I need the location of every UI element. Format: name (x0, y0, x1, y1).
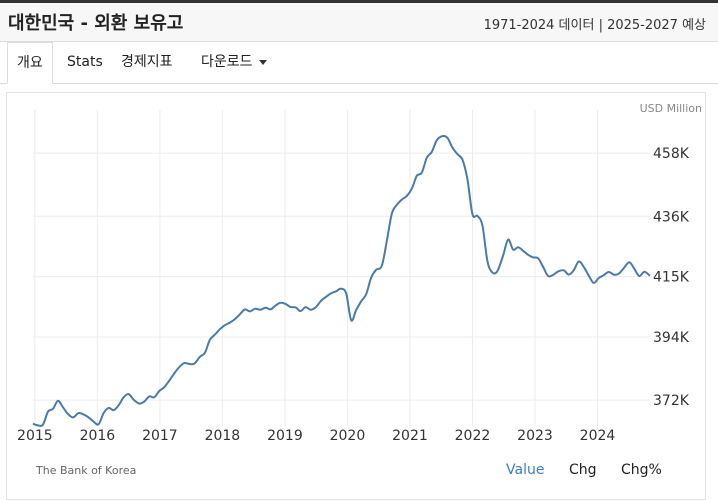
series-layer (32, 134, 651, 427)
chg-toggle[interactable]: Chg (569, 462, 597, 478)
y-tick-label: 394K (653, 330, 690, 346)
x-tick-label: 2016 (80, 428, 116, 444)
data-range-subtitle: 1971-2024 데이터 | 2025-2027 예상 (483, 18, 706, 33)
value-toggle[interactable]: Value (506, 462, 545, 478)
header-bar: 대한민국 - 외환 보유고 1971-2024 데이터 | 2025-2027 … (0, 0, 718, 42)
chart-panel (6, 92, 706, 500)
y-axis: 372K 394K 415K 436K 458K (653, 146, 690, 409)
x-tick-label: 2022 (455, 428, 491, 444)
chg-pct-toggle[interactable]: Chg% (621, 462, 662, 478)
y-tick-label: 372K (653, 393, 690, 409)
x-tick-label: 2023 (517, 428, 553, 444)
tab-download-label: 다운로드 (201, 54, 253, 70)
caret-down-icon (258, 59, 267, 65)
unit-label: USD Million (639, 102, 702, 115)
y-tick-label: 415K (653, 270, 690, 286)
series-line (32, 134, 651, 427)
x-tick-label: 2015 (17, 428, 53, 444)
tab-stats[interactable]: Stats (67, 54, 103, 70)
tab-overview[interactable]: 개요 (7, 42, 53, 84)
y-tick-label: 458K (653, 146, 690, 162)
x-tick-label: 2021 (392, 428, 428, 444)
source-label: The Bank of Korea (36, 464, 137, 477)
x-tick-label: 2024 (580, 428, 616, 444)
x-axis: 2015 2016 2017 2018 2019 2020 2021 2022 2023 2024 (17, 428, 615, 444)
tab-download[interactable]: 다운로드 (201, 42, 267, 83)
page-title: 대한민국 - 외환 보유고 (8, 13, 184, 34)
x-tick-label: 2018 (205, 428, 241, 444)
y-tick-label: 436K (653, 209, 690, 225)
x-tick-label: 2020 (330, 428, 366, 444)
tab-indicators[interactable]: 경제지표 (121, 54, 173, 70)
tab-bar: 개요 Stats 경제지표 다운로드 (0, 42, 718, 84)
chart-grid (33, 110, 650, 426)
x-tick-label: 2019 (267, 428, 303, 444)
x-tick-label: 2017 (142, 428, 178, 444)
